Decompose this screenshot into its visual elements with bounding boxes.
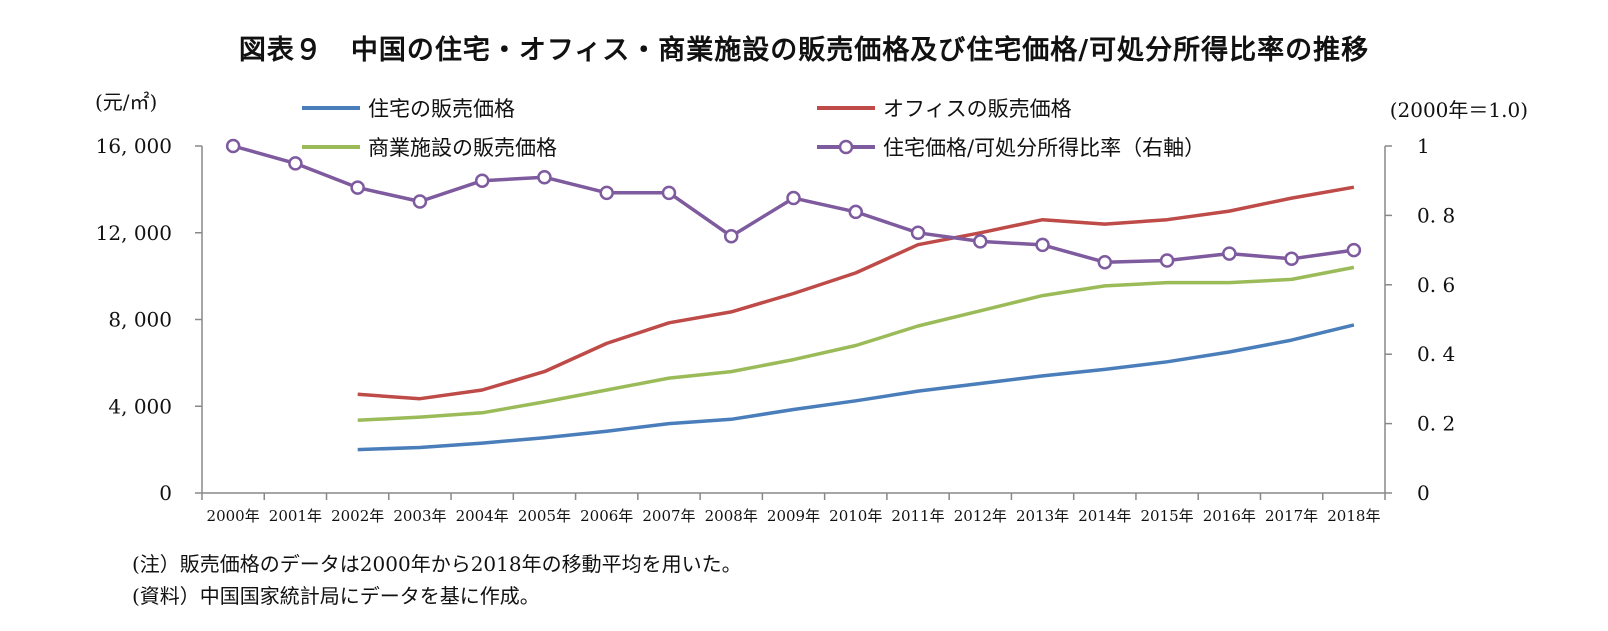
right-tick-label: 0 xyxy=(1417,481,1430,505)
footnote-source: (資料）中国国家統計局にデータを基に作成。 xyxy=(132,584,540,608)
series-line-2 xyxy=(357,265,1355,423)
series-point-3 xyxy=(225,138,241,154)
series-point-3 xyxy=(1284,251,1299,267)
series-point-3 xyxy=(412,194,428,209)
x-tick-label: 2010年 xyxy=(829,507,882,525)
x-tick-label: 2011年 xyxy=(891,507,944,525)
x-tick-label: 2003年 xyxy=(393,507,446,525)
x-tick-label: 2008年 xyxy=(705,507,758,525)
x-tick-label: 2012年 xyxy=(954,507,1007,525)
right-tick-label: 0. 8 xyxy=(1417,203,1455,227)
footnote-note: (注）販売価格のデータは2000年から2018年の移動平均を用いた。 xyxy=(132,552,742,576)
x-tick-label: 2009年 xyxy=(767,507,820,525)
series-line-0 xyxy=(357,323,1355,452)
legend-label-0: 住宅の販売価格 xyxy=(368,97,515,121)
left-tick-label: 12, 000 xyxy=(96,221,172,245)
x-tick-label: 2013年 xyxy=(1016,507,1069,525)
legend-label-2: 商業施設の販売価格 xyxy=(368,136,557,160)
legend-label-3: 住宅価格/可処分所得比率（右軸） xyxy=(883,136,1205,160)
series-point-3 xyxy=(1346,242,1362,258)
x-tick-label: 2000年 xyxy=(207,507,260,525)
x-tick-label: 2006年 xyxy=(580,507,633,525)
series-point-3 xyxy=(288,156,303,171)
x-tick-label: 2001年 xyxy=(269,507,322,525)
x-tick-label: 2014年 xyxy=(1078,507,1131,525)
right-tick-label: 0. 2 xyxy=(1417,412,1455,436)
right-axis-unit: (2000年＝1.0) xyxy=(1389,98,1528,122)
chart-title: 図表９ 中国の住宅・オフィス・商業施設の販売価格及び住宅価格/可処分所得比率の推… xyxy=(238,35,1370,66)
series-point-3 xyxy=(910,225,926,240)
series-point-3 xyxy=(1035,237,1050,253)
series-point-3 xyxy=(350,180,365,195)
legend-marker-3 xyxy=(838,139,854,155)
series-point-3 xyxy=(661,185,677,201)
left-axis-unit: (元/㎡) xyxy=(95,90,158,114)
x-tick-label: 2002年 xyxy=(331,507,384,525)
series-point-3 xyxy=(537,169,552,185)
series-point-3 xyxy=(1222,246,1237,261)
series-point-3 xyxy=(1097,254,1113,270)
x-tick-label: 2004年 xyxy=(456,507,509,525)
left-tick-label: 16, 000 xyxy=(96,134,172,158)
series-point-3 xyxy=(599,185,614,201)
x-tick-label: 2016年 xyxy=(1203,507,1256,525)
legend-label-1: オフィスの販売価格 xyxy=(883,97,1072,121)
x-tick-label: 2015年 xyxy=(1140,507,1193,525)
x-tick-label: 2018年 xyxy=(1327,507,1380,525)
x-tick-label: 2017年 xyxy=(1265,507,1318,525)
left-tick-label: 4, 000 xyxy=(108,394,172,418)
right-tick-label: 1 xyxy=(1417,134,1430,158)
x-tick-label: 2005年 xyxy=(518,507,571,525)
series-point-3 xyxy=(474,173,490,188)
series-point-3 xyxy=(786,190,801,206)
left-tick-label: 0 xyxy=(159,481,172,505)
right-tick-label: 0. 6 xyxy=(1417,273,1455,297)
series-line-1 xyxy=(357,185,1355,401)
series-point-3 xyxy=(973,234,988,249)
right-tick-label: 0. 4 xyxy=(1417,342,1455,366)
series-point-3 xyxy=(723,228,739,244)
series-point-3 xyxy=(1159,253,1175,268)
left-tick-label: 8, 000 xyxy=(108,308,172,332)
x-tick-label: 2007年 xyxy=(642,507,695,525)
series-point-3 xyxy=(848,204,864,220)
